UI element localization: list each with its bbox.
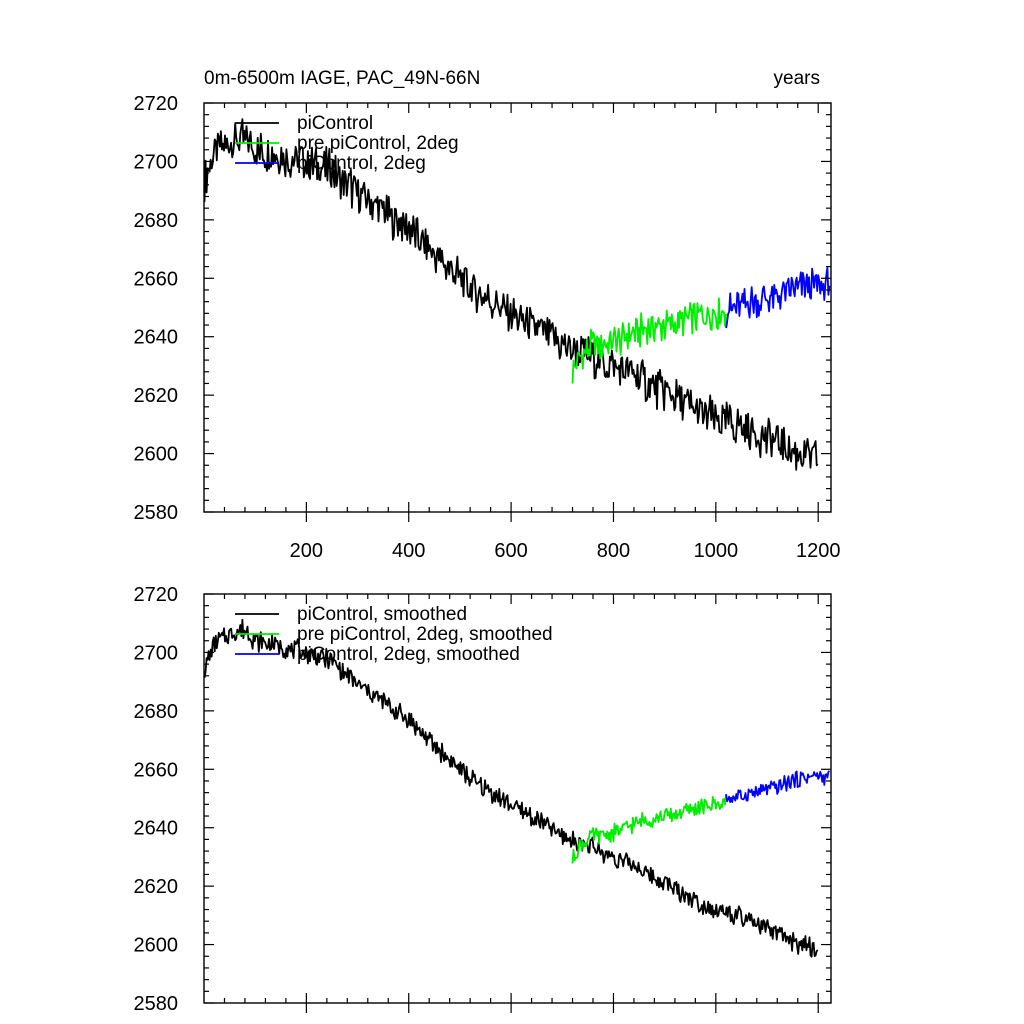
y-tick-label: 2700 xyxy=(134,642,179,664)
y-tick-label: 2660 xyxy=(134,268,179,290)
y-tick-label: 2680 xyxy=(134,701,179,723)
y-tick-label: 2600 xyxy=(134,444,179,466)
series-line-1 xyxy=(203,118,819,471)
y-tick-label: 2620 xyxy=(134,385,179,407)
plot-frame xyxy=(203,102,832,513)
legend-label-2: pre piControl, 2deg, smoothed xyxy=(297,624,553,645)
x-tick-label: 1000 xyxy=(694,540,739,562)
y-tick-label: 2720 xyxy=(134,93,179,115)
series-line-1 xyxy=(203,618,819,958)
x-tick-label: 1200 xyxy=(796,540,841,562)
y-tick-label: 2680 xyxy=(134,210,179,232)
chart-units-label: years xyxy=(774,68,820,89)
legend-label-1: piControl xyxy=(297,113,373,134)
y-tick-label: 2660 xyxy=(134,759,179,781)
y-tick-label: 2640 xyxy=(134,818,179,840)
y-tick-label: 2600 xyxy=(134,935,179,957)
x-tick-label: 200 xyxy=(290,540,323,562)
series-line-2 xyxy=(571,794,727,864)
series-line-2 xyxy=(571,297,727,384)
plot-frame xyxy=(203,593,832,1004)
y-tick-label: 2700 xyxy=(134,151,179,173)
y-tick-label: 2580 xyxy=(134,993,179,1015)
x-tick-label: 400 xyxy=(392,540,425,562)
chart-panel-2: 2580 2600 2620 2640 2660 2680 2700 2720 piContro… xyxy=(134,584,832,1015)
chart-title: 0m-6500m IAGE, PAC_49N-66N xyxy=(204,68,480,89)
legend-label-3: piControl, 2deg xyxy=(297,153,426,174)
x-tick-label: 800 xyxy=(597,540,630,562)
series-line-3 xyxy=(725,266,831,329)
y-tick-label: 2620 xyxy=(134,876,179,898)
x-tick-label: 600 xyxy=(494,540,527,562)
chart-panel-1: 2580 2600 2620 2640 2660 2680 2700 2720 200 400 60… xyxy=(134,68,841,562)
series-line-3 xyxy=(725,770,831,803)
legend-label-2: pre piControl, 2deg xyxy=(297,133,459,154)
y-tick-label: 2580 xyxy=(134,502,179,524)
y-tick-label: 2720 xyxy=(134,584,179,606)
legend-label-3: piControl, 2deg, smoothed xyxy=(297,644,520,665)
y-tick-label: 2640 xyxy=(134,327,179,349)
legend-label-1: piControl, smoothed xyxy=(297,604,467,625)
